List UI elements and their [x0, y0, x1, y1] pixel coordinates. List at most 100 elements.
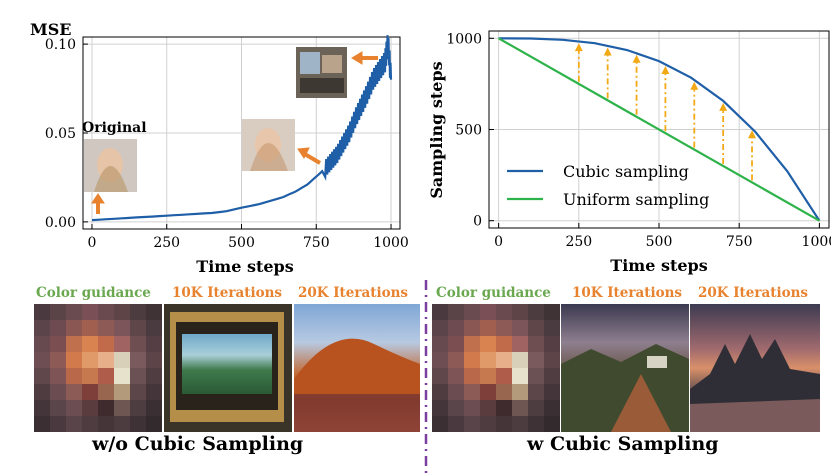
- right-10k-image: [561, 304, 689, 432]
- mosaic-cell: [528, 384, 544, 400]
- mosaic-cell: [480, 352, 496, 368]
- mosaic-cell: [544, 368, 560, 384]
- mosaic-cell: [448, 304, 464, 320]
- mosaic-cell: [544, 400, 560, 416]
- sampling-xtick-label: 250: [565, 234, 592, 250]
- mosaic-cell: [480, 400, 496, 416]
- mosaic-cell: [146, 384, 162, 400]
- mse-curve: [91, 35, 393, 222]
- mosaic-cell: [66, 400, 82, 416]
- mosaic-cell: [544, 320, 560, 336]
- mosaic-cell: [66, 416, 82, 432]
- sampling-arrows: [574, 43, 757, 181]
- sampling-ytick-label: 1000: [446, 31, 482, 47]
- mosaic-cell: [130, 368, 146, 384]
- mosaic-cell: [448, 352, 464, 368]
- mse-xtick-label: 1000: [373, 235, 409, 251]
- mosaic-cell: [130, 416, 146, 432]
- mosaic-cell: [480, 336, 496, 352]
- left-10k-label: 10K Iterations: [172, 285, 283, 301]
- sampling-xlabel: Time steps: [610, 256, 707, 275]
- sampling-arrow-head: [748, 130, 757, 139]
- mosaic-cell: [34, 368, 50, 384]
- left-20k-image: [294, 304, 420, 432]
- mosaic-cell: [528, 416, 544, 432]
- mosaic-cell: [114, 384, 130, 400]
- room-thumb: [296, 47, 347, 98]
- mosaic-cell: [432, 368, 448, 384]
- mosaic-cell: [528, 320, 544, 336]
- mosaic-cell: [114, 368, 130, 384]
- mosaic-cell: [50, 416, 66, 432]
- left-20k-label: 20K Iterations: [298, 285, 409, 301]
- mosaic-cell: [130, 336, 146, 352]
- mosaic-cell: [146, 368, 162, 384]
- mosaic-cell: [512, 304, 528, 320]
- mosaic-cell: [448, 384, 464, 400]
- mosaic-cell: [34, 416, 50, 432]
- sampling-xtick-label: 1000: [802, 234, 831, 250]
- mosaic-cell: [432, 384, 448, 400]
- mosaic-cell: [544, 352, 560, 368]
- mosaic-cell: [528, 368, 544, 384]
- mosaic-cell: [528, 352, 544, 368]
- sampling-ylabel: Sampling steps: [427, 61, 446, 198]
- original-label: Original: [82, 120, 147, 136]
- uniform-sampling-line: [498, 37, 820, 222]
- sampling-chart: 0 250 500 750 1000 0 500 1000 Sampling steps Ti…: [427, 30, 831, 275]
- mosaic-cell: [448, 336, 464, 352]
- mosaic-cell: [50, 336, 66, 352]
- mosaic-cell: [448, 320, 464, 336]
- mosaic-cell: [448, 368, 464, 384]
- mse-ticks: 0 250 500 750 1000 0.00 0.05 0.10: [45, 37, 409, 251]
- mosaic-cell: [34, 384, 50, 400]
- mosaic-cell: [34, 320, 50, 336]
- original-portrait-thumb: [84, 139, 137, 192]
- mosaic-cell: [114, 416, 130, 432]
- mosaic-cell: [98, 304, 114, 320]
- mosaic-cell: [464, 304, 480, 320]
- mse-xlabel: Time steps: [196, 257, 293, 276]
- mosaic-cell: [130, 384, 146, 400]
- mosaic-cell: [66, 336, 82, 352]
- left-color-guidance-label: Color guidance: [36, 285, 151, 301]
- mosaic-cell: [114, 304, 130, 320]
- mosaic-cell: [544, 384, 560, 400]
- sampling-arrow-head: [690, 81, 699, 90]
- mosaic-cell: [98, 320, 114, 336]
- sampling-arrow-head: [632, 54, 641, 63]
- mosaic-cell: [130, 304, 146, 320]
- mosaic-cell: [432, 304, 448, 320]
- right-10k-label: 10K Iterations: [572, 285, 683, 301]
- left-10k-image: [164, 304, 292, 432]
- sampling-ytick-label: 0: [473, 214, 482, 230]
- sampling-xtick-label: 0: [494, 234, 503, 250]
- sampling-arrow-head: [661, 65, 670, 74]
- mosaic-cell: [512, 368, 528, 384]
- mosaic-cell: [66, 304, 82, 320]
- mosaic-cell: [82, 384, 98, 400]
- right-color-guidance-image: [432, 304, 560, 432]
- mosaic-cell: [146, 304, 162, 320]
- sampling-arrow-head: [719, 102, 728, 111]
- mosaic-cell: [464, 320, 480, 336]
- mosaic-cell: [34, 400, 50, 416]
- mosaic-cell: [50, 304, 66, 320]
- mosaic-cell: [448, 416, 464, 432]
- mosaic-cell: [130, 320, 146, 336]
- mosaic-cell: [82, 336, 98, 352]
- mse-ylabel: MSE: [30, 20, 71, 39]
- mosaic-cell: [114, 320, 130, 336]
- mosaic-cell: [130, 352, 146, 368]
- mosaic-cell: [34, 304, 50, 320]
- mosaic-cell: [146, 320, 162, 336]
- mosaic-cell: [98, 400, 114, 416]
- mse-xtick-label: 750: [303, 235, 330, 251]
- mosaic-cell: [432, 400, 448, 416]
- mosaic-cell: [432, 352, 448, 368]
- mse-ytick-label: 0.00: [45, 215, 76, 231]
- mosaic-cell: [480, 416, 496, 432]
- mosaic-cell: [432, 416, 448, 432]
- mse-xtick-label: 500: [228, 235, 255, 251]
- mosaic-cell: [496, 304, 512, 320]
